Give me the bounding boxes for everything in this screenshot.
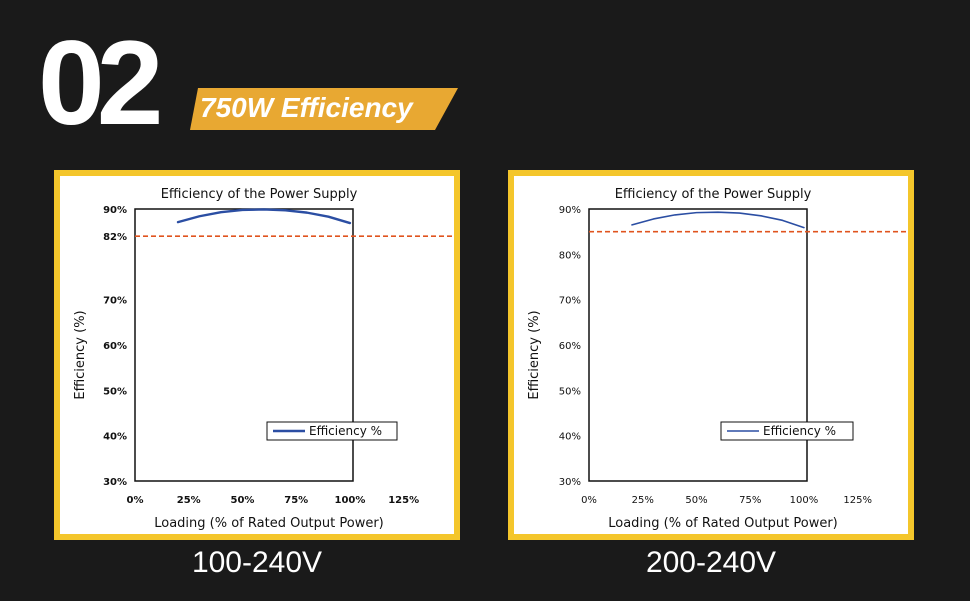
x-tick-label: 75% [284,495,308,506]
x-tick-label: 125% [388,495,419,506]
x-tick-label: 75% [739,495,761,506]
x-tick-label: 0% [127,495,144,506]
y-tick-label: 60% [103,341,127,352]
legend-label: Efficiency % [763,424,836,438]
chart-panel-2: Efficiency of the Power Supply 30% 40% 50% 6… [508,170,914,540]
legend-box [266,421,398,441]
x-tick-label: 0% [581,495,597,506]
x-tick-label: 25% [177,495,201,506]
y-tick-label: 70% [559,296,581,307]
y-tick-label: 80% [559,250,581,261]
x-tick-label: 100% [790,495,819,506]
plot-frame [588,208,808,482]
series-line [176,208,352,225]
x-tick-label: 50% [685,495,707,506]
section-banner: 750W Efficiency [190,88,458,130]
banner-shape [190,88,458,130]
y-tick-label: 90% [559,205,581,216]
y-tick-label: 90% [103,205,127,216]
y-tick-label: 82% [103,232,127,243]
x-axis-label: Loading (% of Rated Output Power) [608,516,838,531]
x-tick-label: 125% [843,495,872,506]
chart-title: Efficiency of the Power Supply [161,187,358,202]
legend-box [720,421,854,441]
efficiency-chart-2: Efficiency of the Power Supply 30% 40% 50% 6… [527,187,908,531]
y-tick-label: 30% [559,477,581,488]
series-line [631,211,805,229]
x-tick-label: 25% [632,495,654,506]
y-tick-label: 70% [103,296,127,307]
chart-caption-1: 100-240V [191,546,323,579]
y-tick-label: 50% [103,386,127,397]
section-number: 02 [38,16,164,150]
y-tick-label: 40% [559,432,581,443]
y-tick-label: 60% [559,341,581,352]
chart-caption-2: 200-240V [645,546,777,579]
x-tick-label: 50% [231,495,255,506]
banner-title: 750W Efficiency [200,92,413,123]
efficiency-chart-1: Efficiency of the Power Supply 30% 40% 50% 6… [73,187,454,531]
x-tick-label: 100% [334,495,365,506]
y-axis-label: Efficiency (%) [73,310,88,399]
y-tick-label: 30% [103,477,127,488]
chart-title: Efficiency of the Power Supply [615,187,812,202]
legend-label: Efficiency % [309,424,382,438]
chart-panel-1-canvas: Efficiency of the Power Supply 30% 40% 50% 6… [60,176,454,534]
y-tick-label: 50% [559,386,581,397]
y-axis-label: Efficiency (%) [527,310,542,399]
chart-panel-1: Efficiency of the Power Supply 30% 40% 50% 6… [54,170,460,540]
chart-panel-2-canvas: Efficiency of the Power Supply 30% 40% 50% 6… [514,176,908,534]
x-axis-label: Loading (% of Rated Output Power) [154,516,384,531]
y-tick-label: 40% [103,432,127,443]
